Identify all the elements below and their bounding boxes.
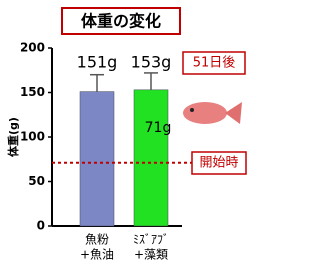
y-tick-label: 0 [37, 219, 45, 233]
x-tick-label: +魚油 [80, 248, 114, 262]
value-label: 151g [77, 53, 118, 72]
value-label: 153g [131, 53, 172, 72]
bar [134, 90, 168, 226]
bar [80, 92, 114, 226]
error-bar [90, 75, 104, 92]
chart: 体重の変化 体重(g) 51日後 開始時 050100150200151g魚粉+… [0, 0, 249, 263]
reference-label: 71g [145, 120, 172, 136]
chart-title: 体重の変化 [81, 12, 161, 31]
annotation: 51日後 [193, 56, 236, 71]
y-tick-label: 100 [20, 130, 45, 144]
x-tick-label: 魚粉 [85, 233, 109, 247]
x-tick-label: ﾐｽﾞｱﾌﾞ [133, 233, 169, 247]
y-tick-label: 50 [28, 174, 45, 188]
x-tick-label: +藻類 [134, 248, 168, 262]
fish-icon [183, 102, 242, 124]
y-tick-label: 150 [20, 85, 45, 99]
error-bar [144, 73, 158, 90]
annotation: 開始時 [199, 156, 238, 171]
y-tick-label: 200 [20, 41, 45, 55]
y-axis-label: 体重(g) [6, 117, 20, 157]
